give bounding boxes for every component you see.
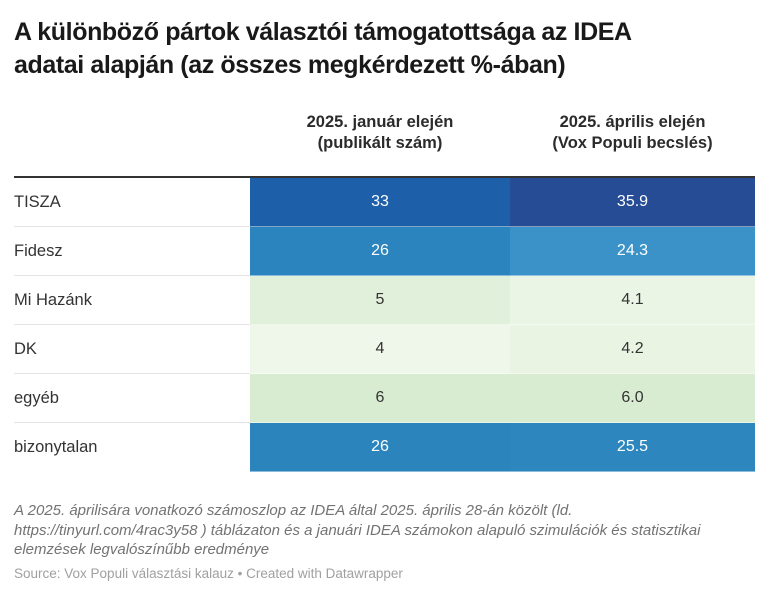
value-cell-january: 6 bbox=[250, 374, 510, 424]
table-row-egyeb: egyéb 6 6.0 bbox=[14, 374, 755, 424]
column-header-january: 2025. január elején (publikált szám) bbox=[250, 112, 510, 154]
party-label: Mi Hazánk bbox=[14, 276, 250, 326]
party-label: DK bbox=[14, 325, 250, 375]
party-label: bizonytalan bbox=[14, 423, 250, 473]
column-header-january-line-1: 2025. január elején bbox=[306, 113, 454, 131]
column-header-april-line-2: (Vox Populi becslés) bbox=[552, 134, 713, 153]
value-cell-april: 35.9 bbox=[510, 178, 755, 228]
value-cell-april: 4.1 bbox=[510, 276, 755, 326]
table-row-bizonytalan: bizonytalan 26 25.5 bbox=[14, 423, 755, 473]
value-cell-april: 4.2 bbox=[510, 325, 755, 375]
heatmap-table: TISZA 33 35.9 Fidesz 26 24.3 Mi Hazánk 5… bbox=[14, 176, 755, 473]
column-header-january-line-2: (publikált szám) bbox=[317, 134, 443, 153]
party-label: Fidesz bbox=[14, 227, 250, 277]
table-row-mi-hazank: Mi Hazánk 5 4.1 bbox=[14, 276, 755, 326]
chart-title-line-2: adatai alapján (az összes megkérdezett %… bbox=[14, 50, 566, 79]
column-header-april: 2025. április elején (Vox Populi becslés… bbox=[510, 112, 755, 154]
chart-title-line-1: A különböző pártok választói támogatotts… bbox=[14, 18, 632, 46]
table-row-fidesz: Fidesz 26 24.3 bbox=[14, 227, 755, 277]
value-cell-january: 33 bbox=[250, 178, 510, 228]
value-cell-january: 4 bbox=[250, 325, 510, 375]
table-row-dk: DK 4 4.2 bbox=[14, 325, 755, 375]
value-cell-april: 6.0 bbox=[510, 374, 755, 424]
party-label: egyéb bbox=[14, 374, 250, 424]
value-cell-january: 26 bbox=[250, 423, 510, 473]
value-cell-april: 25.5 bbox=[510, 423, 755, 473]
chart-title: A különböző pártok választói támogatotts… bbox=[14, 16, 755, 81]
table-header-row: 2025. január elején (publikált szám) 202… bbox=[14, 112, 755, 154]
column-header-april-line-1: 2025. április elején bbox=[559, 113, 706, 131]
party-label: TISZA bbox=[14, 178, 250, 228]
table-row-tisza: TISZA 33 35.9 bbox=[14, 178, 755, 228]
source-attribution: Source: Vox Populi választási kalauz • C… bbox=[14, 565, 403, 581]
value-cell-april: 24.3 bbox=[510, 227, 755, 277]
value-cell-january: 26 bbox=[250, 227, 510, 277]
header-spacer bbox=[14, 112, 250, 154]
value-cell-january: 5 bbox=[250, 276, 510, 326]
chart-notes: A 2025. áprilisára vonatkozó számoszlop … bbox=[14, 502, 701, 559]
